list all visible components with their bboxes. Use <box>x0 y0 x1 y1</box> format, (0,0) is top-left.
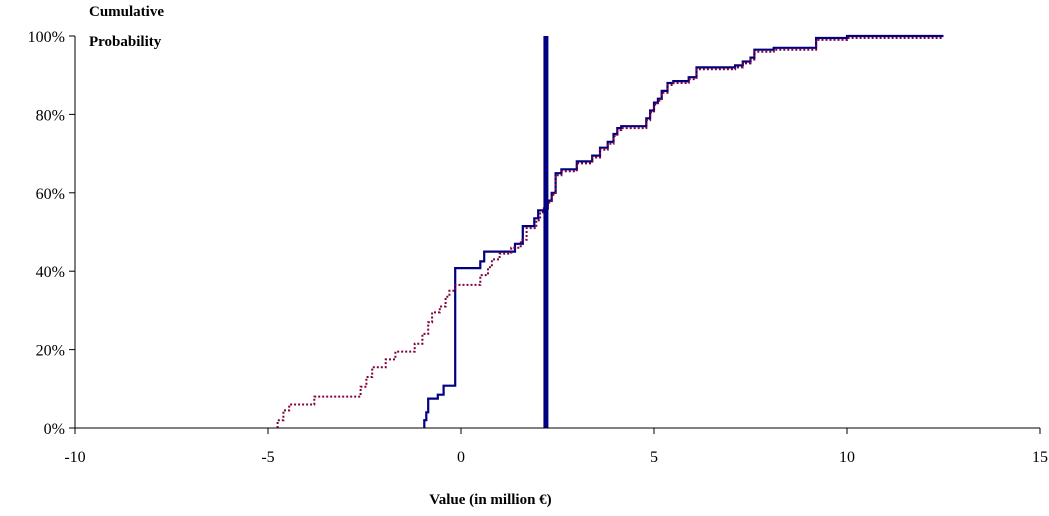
x-tick-label: 0 <box>457 449 465 466</box>
y-tick-label: 100% <box>28 29 65 46</box>
x-tick-label: 15 <box>1032 449 1048 466</box>
y-axis-title-line-2: Probability <box>89 34 162 50</box>
x-tick-label: 10 <box>839 449 855 466</box>
x-tick-label: 5 <box>650 449 658 466</box>
y-axis-ticks: 0% 20% 40% 60% 80% 100% <box>28 29 75 438</box>
x-axis-ticks: -10 -5 0 5 10 15 <box>64 428 1048 466</box>
y-tick-label: 0% <box>44 421 65 438</box>
series-line-solid <box>423 34 944 428</box>
x-axis-title: Value (in million €) <box>429 492 551 508</box>
x-tick-label: -10 <box>64 449 85 466</box>
axes-layer <box>74 36 1040 429</box>
y-tick-label: 60% <box>36 186 65 203</box>
y-tick-label: 40% <box>36 264 65 281</box>
series-line-dotted <box>276 37 944 428</box>
x-tick-label: -5 <box>261 449 274 466</box>
y-axis-title-line-1: Cumulative <box>89 4 164 20</box>
y-tick-label: 20% <box>36 343 65 360</box>
series-layer <box>276 34 944 428</box>
y-tick-label: 80% <box>36 107 65 124</box>
